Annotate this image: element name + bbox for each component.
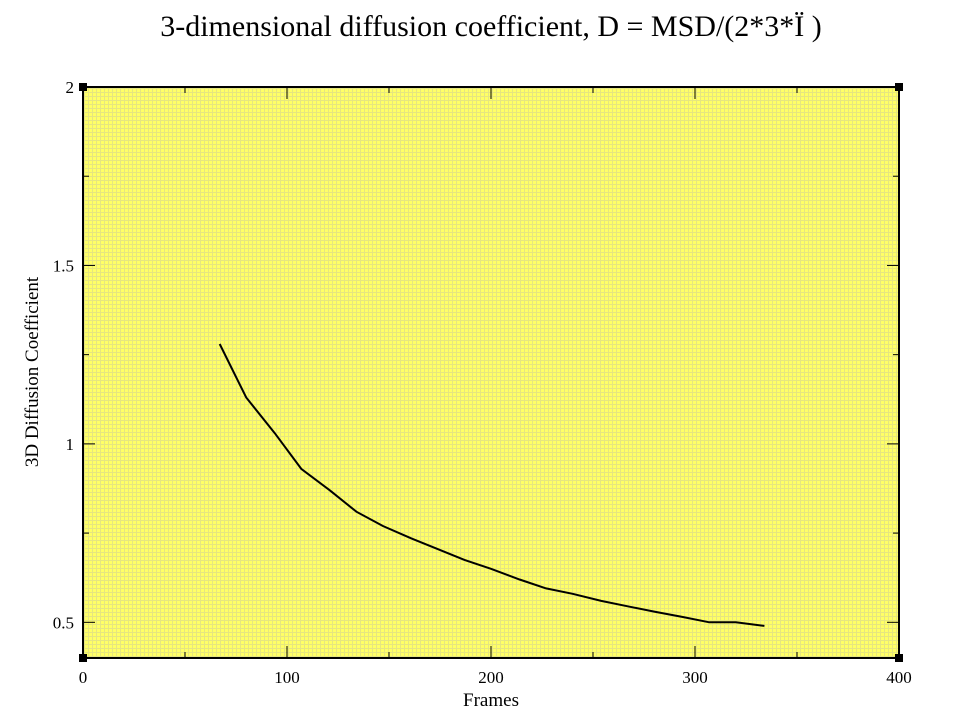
x-tick-label: 200	[478, 668, 504, 687]
corner-handle[interactable]	[895, 83, 903, 91]
x-tick-label: 100	[274, 668, 300, 687]
tick-labels: 0 100 200 300 400 0.5 1 1.5 2	[53, 78, 912, 687]
x-tick-label: 300	[682, 668, 708, 687]
plot-area	[83, 87, 899, 658]
y-tick-label: 0.5	[53, 613, 74, 632]
y-tick-label: 1	[66, 435, 75, 454]
y-axis-label: 3D Diffusion Coefficient	[22, 276, 43, 467]
plot-frame	[82, 86, 900, 659]
y-tick-label: 2	[66, 78, 75, 97]
x-axis-label: Frames	[463, 690, 519, 711]
corner-handle[interactable]	[79, 83, 87, 91]
y-tick-label: 1.5	[53, 256, 74, 275]
plot-corner-handles[interactable]	[79, 83, 903, 662]
x-tick-label: 0	[79, 668, 88, 687]
corner-handle[interactable]	[895, 654, 903, 662]
corner-handle[interactable]	[79, 654, 87, 662]
series-line	[218, 343, 765, 627]
x-tick-label: 400	[886, 668, 912, 687]
chart-title: 3-dimensional diffusion coefficient, D =…	[160, 10, 822, 43]
